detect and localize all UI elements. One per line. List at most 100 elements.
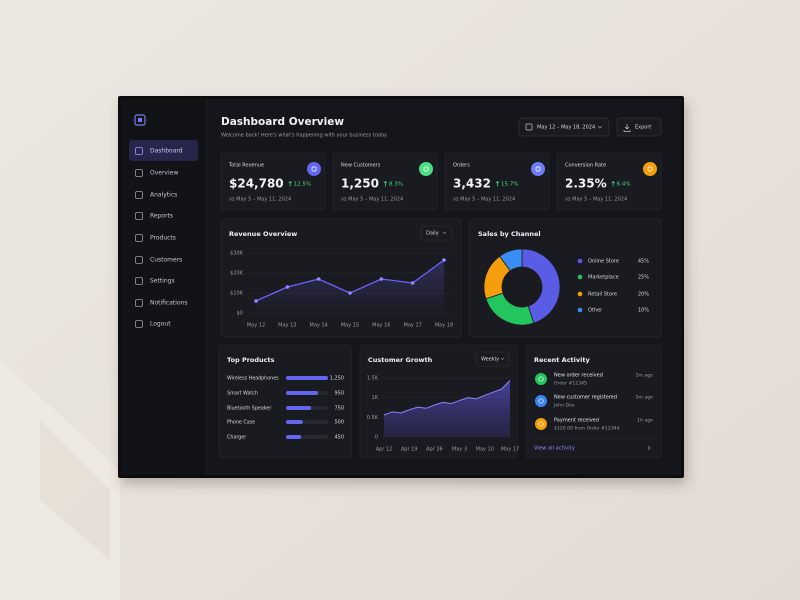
nav-item[interactable]: Settings: [135, 277, 175, 285]
bar: [286, 406, 312, 410]
nav-icon: [135, 299, 143, 307]
nav-icon: [135, 147, 143, 155]
x-tick-label: May 12: [247, 323, 265, 329]
y-tick-label: 0.5K: [367, 415, 379, 421]
x-tick-label: May 16: [372, 323, 390, 329]
kpi-icon-glyph: [647, 166, 653, 172]
nav-item[interactable]: Dashboard: [135, 147, 183, 155]
line-point: [442, 258, 446, 262]
window-shade: [40, 420, 110, 560]
x-tick-label: Apr 26: [426, 447, 443, 453]
x-tick-label: May 3: [452, 447, 467, 453]
nav-icon: [135, 191, 143, 199]
kpi-icon: [643, 162, 657, 176]
kpi-icon: [531, 162, 545, 176]
kpi-icon: [419, 162, 433, 176]
kpi-icon: [307, 162, 321, 176]
up-arrow: [611, 181, 615, 187]
area: [384, 380, 510, 437]
nav-label: Logout: [150, 321, 171, 328]
product-name: Bluetooth Speaker: [227, 406, 271, 412]
view-all-link[interactable]: View all activity: [534, 446, 575, 452]
x-tick-label: Apr 12: [376, 447, 393, 453]
kpi-value: $24,780: [229, 177, 284, 191]
kpi-label: Conversion Rate: [565, 163, 606, 169]
calendar-icon: [525, 123, 533, 131]
legend-dot: [577, 291, 583, 297]
card-title: Revenue Overview: [229, 230, 297, 238]
nav-item[interactable]: Logout: [135, 320, 172, 328]
line-point: [254, 299, 258, 303]
card-title: Sales by Channel: [478, 230, 541, 238]
card: [220, 152, 326, 211]
y-tick-label: $10K: [230, 291, 244, 297]
nav-item[interactable]: Analytics: [135, 191, 178, 199]
period-label[interactable]: Weekly: [481, 357, 499, 363]
line-point: [379, 277, 384, 281]
activity-glyph: [538, 376, 544, 382]
nav-icon: [135, 320, 143, 328]
value-label: 25%: [638, 275, 649, 281]
export-label[interactable]: Export: [635, 125, 651, 131]
up-arrow: [495, 181, 500, 187]
bar: [286, 391, 318, 395]
value-label: 10%: [638, 308, 649, 314]
export-icon: [623, 124, 631, 132]
line-area: [256, 260, 444, 313]
card: [218, 344, 352, 459]
nav-item[interactable]: Products: [135, 234, 176, 242]
kpi-comparison: vs May 5 – May 11, 2024: [341, 197, 403, 203]
nav-item[interactable]: Customers: [135, 256, 183, 264]
product-name: Smart Watch: [227, 391, 258, 397]
legend-dot: [577, 307, 583, 313]
nav-icon: [135, 169, 143, 177]
x-tick-label: May 13: [278, 323, 296, 329]
kpi-value: 2.35%: [565, 177, 607, 191]
y-tick-label: $30K: [230, 251, 244, 257]
card-title: Customer Growth: [368, 356, 433, 364]
chevron[interactable]: [647, 445, 651, 451]
nav-item[interactable]: Overview: [135, 169, 179, 177]
nav-label: Customers: [150, 257, 182, 264]
kpi-change: 6.4%: [617, 182, 631, 188]
date-range[interactable]: May 12 – May 18, 2024: [537, 125, 595, 131]
x-tick-label: May 18: [435, 323, 453, 329]
activity-time: 1h ago: [637, 418, 653, 424]
kpi-label: New Customers: [341, 163, 381, 169]
y-tick-label: $0: [237, 311, 243, 317]
value-label: 950: [334, 391, 344, 397]
nav-label: Reports: [150, 213, 173, 220]
kpi-change: 12.5%: [294, 182, 311, 188]
kpi-change: 15.7%: [501, 182, 518, 188]
x-tick-label: May 15: [341, 323, 359, 329]
y-tick-label: 0: [375, 435, 378, 441]
kpi-comparison: vs May 5 – May 11, 2024: [453, 197, 515, 203]
period-label[interactable]: Daily: [426, 231, 439, 237]
period-dropdown[interactable]: [420, 225, 453, 241]
kpi-value: 3,432: [453, 177, 491, 191]
value-label: 750: [334, 406, 344, 412]
legend-label: Other: [588, 308, 603, 314]
bar: [286, 420, 303, 424]
kpi-change: 8.3%: [389, 182, 403, 188]
nav-label: Dashboard: [150, 148, 183, 155]
legend-label: Online Store: [588, 259, 619, 265]
nav-item[interactable]: Notifications: [135, 299, 188, 307]
nav-label: Notifications: [150, 300, 188, 307]
line-point: [348, 291, 352, 295]
nav-icon: [135, 234, 143, 242]
kpi-value: 1,250: [341, 177, 379, 191]
x-tick-label: May 17: [404, 323, 422, 329]
x-tick-label: May 14: [310, 323, 328, 329]
product-name: Wireless Headphones: [227, 376, 279, 382]
kpi-label: Total Revenue: [228, 163, 264, 169]
chevron: [597, 125, 603, 129]
nav-item[interactable]: Reports: [135, 212, 174, 220]
y-tick-label: $20K: [230, 271, 244, 277]
bar: [286, 435, 302, 439]
period-dropdown[interactable]: [475, 351, 510, 367]
nav-label: Products: [150, 235, 176, 242]
y-tick-label: 1.5K: [367, 376, 379, 382]
date-button[interactable]: [518, 117, 610, 137]
chevron: [500, 357, 505, 360]
